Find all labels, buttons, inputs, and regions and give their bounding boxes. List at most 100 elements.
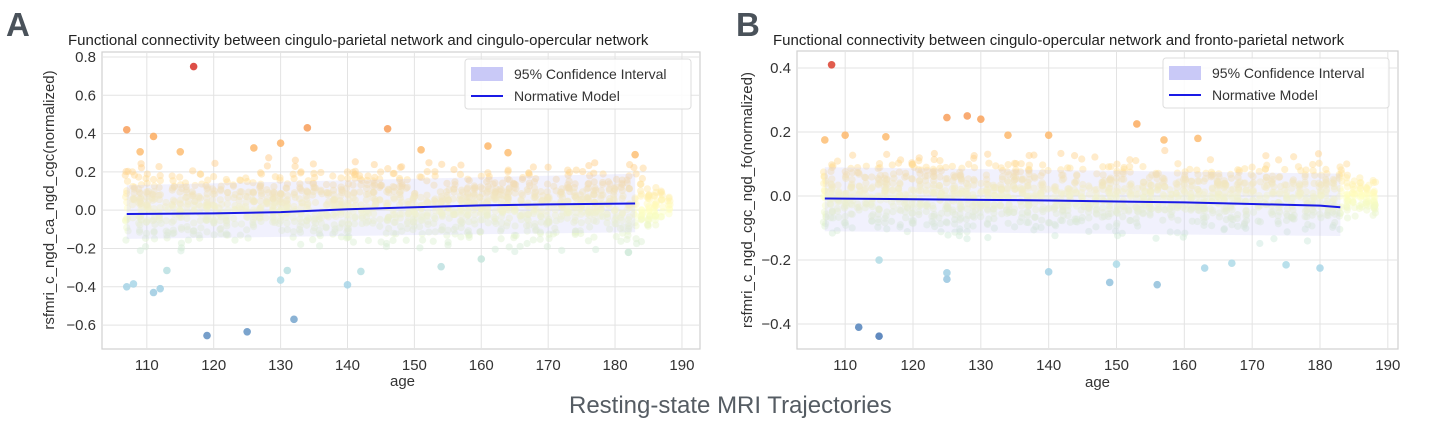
cloud-point [492, 189, 500, 197]
cloud-point [197, 224, 205, 232]
cloud-point [303, 188, 311, 196]
cloud-point [336, 192, 345, 200]
scatter-point [149, 288, 158, 297]
x-tick-label: 180 [1307, 357, 1332, 374]
cloud-point [384, 215, 392, 224]
cloud-point [484, 182, 492, 191]
cloud-point [418, 236, 427, 244]
cloud-point [930, 149, 938, 158]
cloud-point [530, 207, 538, 215]
cloud-point [637, 187, 645, 195]
cloud-point [169, 202, 177, 211]
cloud-point [577, 195, 585, 204]
cloud-point [257, 187, 265, 195]
cloud-point [571, 216, 579, 225]
cloud-point [256, 169, 265, 177]
cloud-point [351, 174, 359, 182]
cloud-point [543, 220, 551, 228]
cloud-point [270, 199, 278, 207]
cloud-point [543, 193, 552, 201]
cloud-point [477, 205, 486, 213]
cloud-point [610, 194, 618, 203]
y-tick-label: −0.2 [761, 252, 791, 269]
cloud-point [651, 192, 659, 200]
cloud-point [390, 169, 398, 177]
cloud-point [122, 189, 131, 197]
chart-title-b: Functional connectivity between cingulo-… [773, 32, 1345, 49]
cloud-point [457, 210, 465, 219]
cloud-point [168, 201, 176, 210]
x-tick-label: 150 [1104, 357, 1129, 374]
panel-label-a: A [6, 6, 30, 43]
chart-title-a: Functional connectivity between cingulo-… [68, 32, 649, 49]
y-tick-label: 0.6 [75, 87, 96, 104]
cloud-point [257, 182, 265, 190]
cloud-point [476, 193, 484, 201]
cloud-point [1206, 156, 1215, 164]
cloud-point [456, 192, 464, 200]
cloud-point [543, 196, 551, 204]
cloud-point [209, 201, 217, 209]
cloud-point [897, 156, 905, 164]
cloud-point [545, 234, 553, 243]
cloud-point [1248, 163, 1256, 171]
cloud-point [283, 200, 292, 208]
scatter-point [624, 248, 633, 257]
scatter-point [1194, 134, 1202, 143]
cloud-point [275, 219, 283, 228]
scatter-point [129, 280, 138, 288]
cloud-point [651, 202, 660, 210]
cloud-point [344, 191, 352, 199]
cloud-point [503, 194, 511, 202]
cloud-point [123, 213, 131, 222]
cloud-point [525, 179, 533, 187]
cloud-point [303, 187, 311, 195]
cloud-point [330, 221, 338, 229]
cloud-point [202, 201, 210, 210]
cloud-point [586, 223, 594, 231]
cloud-point [345, 202, 353, 210]
scatter-point [1316, 264, 1324, 272]
scatter-point [875, 332, 883, 340]
cloud-point [572, 192, 580, 200]
cloud-point [883, 150, 891, 158]
cloud-point [504, 196, 512, 204]
cloud-point [136, 226, 144, 234]
cloud-point [623, 205, 631, 214]
cloud-point [297, 240, 305, 249]
cloud-point [1126, 156, 1134, 164]
cloud-point [565, 209, 573, 217]
cloud-point [249, 196, 258, 205]
cloud-point [183, 188, 191, 196]
cloud-point [403, 176, 411, 184]
cloud-point [181, 179, 190, 187]
cloud-point [123, 223, 131, 232]
confidence-interval-band [126, 173, 636, 239]
cloud-point [370, 188, 378, 196]
cloud-point [450, 184, 458, 193]
cloud-point [371, 200, 380, 208]
cloud-point [123, 198, 131, 206]
scatter-point [882, 132, 890, 141]
cloud-point [169, 230, 177, 238]
cloud-point [497, 206, 505, 215]
scatter-point [417, 146, 425, 154]
cloud-point [329, 197, 337, 205]
cloud-point [202, 216, 210, 225]
cloud-point [450, 226, 458, 234]
cloud-point [450, 165, 458, 174]
cloud-point [283, 199, 291, 207]
cloud-point [584, 180, 592, 188]
cloud-point [563, 205, 571, 213]
cloud-point [317, 168, 325, 177]
cloud-point [442, 199, 450, 207]
cloud-point [150, 216, 158, 224]
cloud-point [296, 180, 304, 188]
cloud-point [156, 191, 164, 199]
cloud-point [309, 180, 317, 188]
cloud-point [170, 183, 179, 191]
cloud-point [478, 216, 487, 224]
cloud-point [411, 190, 419, 198]
cloud-point [570, 218, 578, 226]
cloud-point [137, 181, 145, 189]
